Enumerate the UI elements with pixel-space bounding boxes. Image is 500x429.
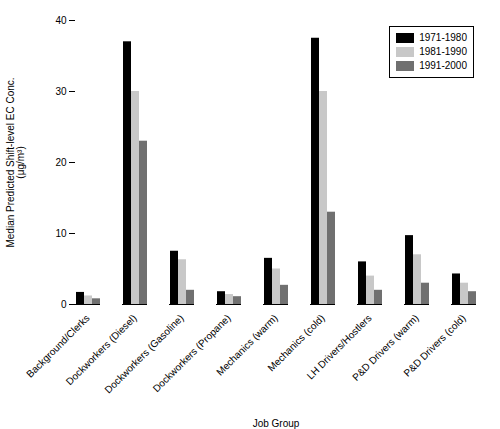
svg-text:Dockworkers (Diesel): Dockworkers (Diesel) [63, 312, 139, 388]
svg-text:Dockworkers (Gasoline): Dockworkers (Gasoline) [102, 312, 185, 395]
html-text:1971-1980: 1971-1980 [419, 32, 467, 43]
svg-text:10: 10 [55, 228, 67, 239]
svg-text:20: 20 [55, 157, 67, 168]
svg-text:LH Drivers/Hostlers: LH Drivers/Hostlers [304, 312, 374, 382]
svg-text:0: 0 [61, 299, 67, 310]
svg-text:Median Predicted Shift-level E: Median Predicted Shift-level EC Conc.(μg… [5, 77, 26, 247]
svg-text:Background/Clerks: Background/Clerks [24, 312, 92, 380]
svg-text:P&D Drivers (cold): P&D Drivers (cold) [401, 312, 467, 378]
svg-text:Dockworkers (Propane): Dockworkers (Propane) [151, 312, 233, 394]
svg-text:30: 30 [55, 86, 67, 97]
svg-text:P&D Drivers (warm): P&D Drivers (warm) [350, 312, 421, 383]
svg-text:Mechanics (cold): Mechanics (cold) [265, 312, 327, 374]
html-text:1981-1990: 1981-1990 [419, 46, 467, 57]
svg-text:Job Group: Job Group [253, 418, 300, 429]
svg-text:Mechanics (warm): Mechanics (warm) [214, 312, 280, 378]
svg-text:40: 40 [55, 15, 67, 26]
html-text:1991-2000: 1991-2000 [419, 60, 467, 71]
